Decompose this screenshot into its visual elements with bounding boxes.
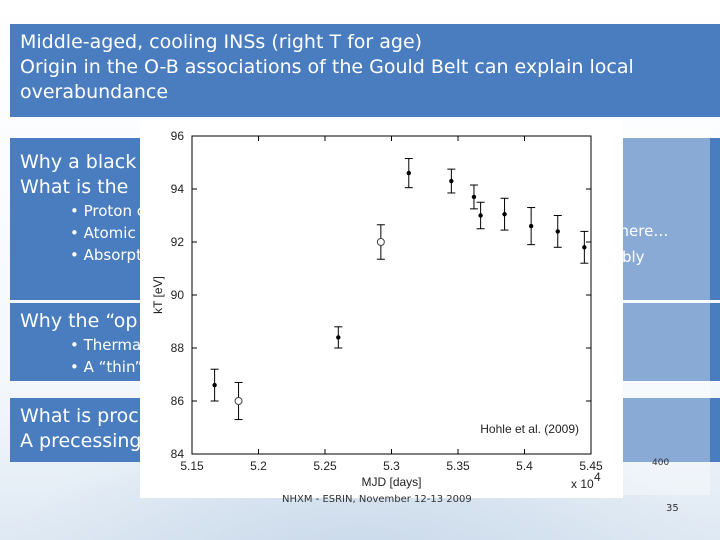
chart-panel: 5.15 5.2 5.25 5.3 5.35 5.4 5.45 84 86 88 90 92 94 96 M… [140, 120, 623, 498]
box2-overflow-text-1: phere… [610, 222, 669, 240]
box4-line-1: What is proc [20, 405, 139, 427]
y-tick-label: 86 [171, 394, 185, 408]
y-tick-label: 96 [171, 129, 185, 143]
x-axis-label: MJD [days] [361, 475, 421, 489]
chart-annotation: Hohle et al. (2009) [480, 422, 579, 436]
box1-line-1: Middle-aged, cooling INSs (right T for a… [20, 31, 423, 53]
box1-line-2: Origin in the O-B associations of the Go… [20, 56, 634, 78]
box2-line-1: Why a black [20, 151, 137, 173]
box3-bullet-1: • Thermal [70, 336, 146, 354]
data-point [449, 178, 454, 184]
y-tick-label: 88 [171, 341, 185, 355]
plot-frame [191, 135, 592, 455]
page-number: 35 [666, 503, 679, 514]
x-multiplier-label: x 10 [571, 477, 594, 491]
y-tick-label: 84 [171, 447, 185, 461]
y-tick-label: 92 [171, 235, 185, 249]
box2-line-2: What is the [20, 176, 129, 198]
data-point [336, 335, 341, 340]
box2-bullet-2: • Atomic t [70, 224, 147, 242]
box2-bullet-3: • Absorpti [70, 246, 147, 264]
box3-line-1: Why the “op [20, 310, 138, 332]
data-point [502, 211, 507, 217]
data-point [528, 223, 534, 229]
data-point [555, 229, 560, 234]
data-point-open [234, 397, 243, 405]
x-tick-label: 5.3 [383, 459, 400, 473]
y-axis-label: kT [eV] [151, 276, 165, 314]
y-tick-label: 90 [171, 288, 185, 302]
box3-bullet-2: • A “thin” [70, 358, 143, 376]
x-tick-label: 5.2 [250, 459, 267, 473]
data-point [478, 213, 483, 218]
y-tick-label: 94 [171, 182, 185, 196]
data-point-open [376, 238, 385, 246]
box1-line-3: overabundance [20, 81, 169, 103]
x-tick-label: 5.15 [180, 459, 204, 473]
box2-bullet-1: • Proton c [70, 202, 145, 220]
box4-line-2: A precessing [20, 430, 142, 452]
x-multiplier-exponent: 4 [594, 470, 601, 484]
background-figure-label: 400 [652, 458, 670, 468]
x-tick-label: 5.35 [446, 459, 470, 473]
text-box-intro: Middle-aged, cooling INSs (right T for a… [10, 24, 720, 117]
data-point [471, 194, 477, 200]
footer-text: NHXM - ESRIN, November 12-13 2009 [282, 494, 472, 505]
temperature-chart: 5.15 5.2 5.25 5.3 5.35 5.4 5.45 84 86 88 90 92 94 96 M… [151, 129, 603, 491]
x-tick-label: 5.25 [313, 459, 337, 473]
data-point [406, 170, 411, 176]
data-point [582, 245, 587, 250]
background-figure-panel [620, 125, 710, 495]
data-point [212, 382, 217, 388]
x-tick-label: 5.4 [516, 459, 533, 473]
x-tick-label: 5.45 [579, 459, 603, 473]
